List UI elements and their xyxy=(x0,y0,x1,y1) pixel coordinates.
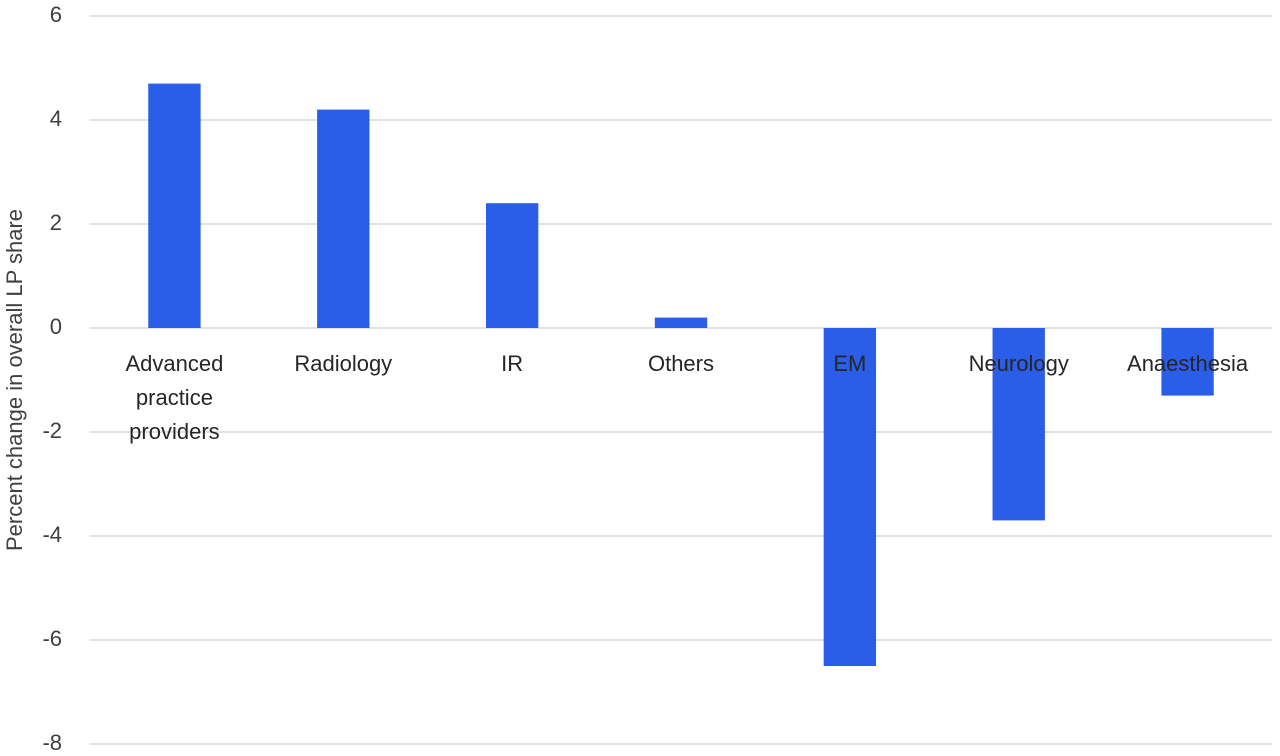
bar xyxy=(992,328,1045,521)
bar xyxy=(148,83,201,328)
y-tick-label: 0 xyxy=(50,314,62,339)
y-tick-label: 4 xyxy=(50,106,62,131)
x-tick-label: Neurology xyxy=(968,351,1069,376)
y-tick-label: -8 xyxy=(42,730,62,755)
y-tick-label: 2 xyxy=(50,210,62,235)
bar xyxy=(317,109,370,328)
x-tick-label: EM xyxy=(833,351,867,376)
y-tick-label: -4 xyxy=(42,522,62,547)
x-tick-label: Others xyxy=(647,351,714,376)
y-tick-label: -6 xyxy=(42,626,62,651)
bar xyxy=(654,317,708,328)
bar xyxy=(485,203,539,328)
bar xyxy=(1161,328,1214,396)
y-axis-title: Percent change in overall LP share xyxy=(2,209,27,551)
x-tick-label: IR xyxy=(501,351,524,376)
y-tick-label: 6 xyxy=(50,2,62,27)
x-tick-label: Radiology xyxy=(294,351,393,376)
bar xyxy=(823,328,877,666)
y-tick-label: -2 xyxy=(42,418,62,443)
x-tick-label: Advanced practice providers xyxy=(125,351,224,444)
x-tick-label: Anaesthesia xyxy=(1127,351,1249,376)
